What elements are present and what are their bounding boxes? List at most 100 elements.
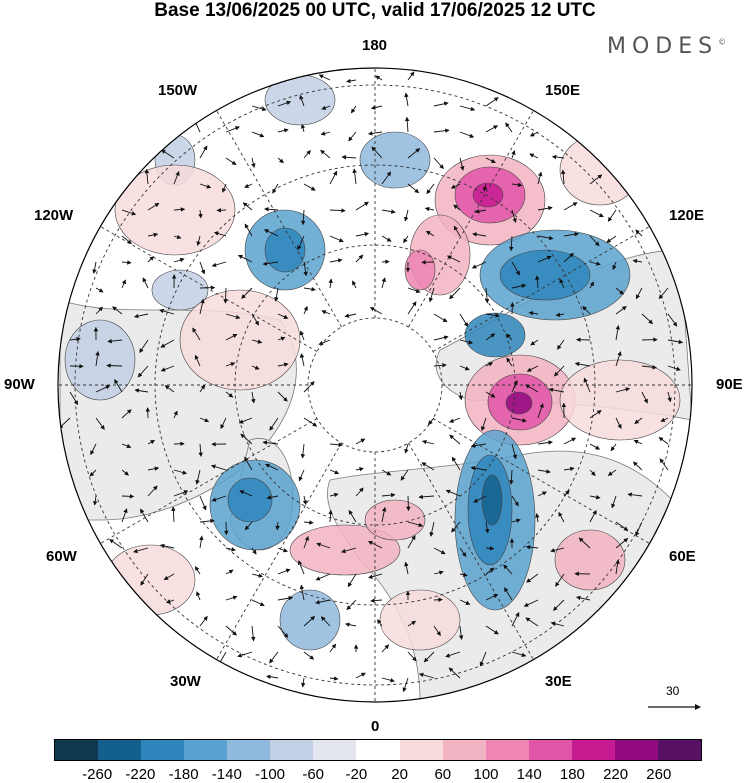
colorbar-tick-label: -100 [254, 766, 286, 783]
wind-arrow [137, 365, 149, 378]
wind-arrow [511, 283, 527, 289]
wind-arrow [407, 521, 424, 528]
wind-arrow [160, 339, 175, 348]
wind-arrow [563, 202, 578, 211]
wind-arrow [348, 131, 357, 142]
wind-arrow [318, 74, 331, 81]
wind-arrow [458, 391, 463, 401]
wind-arrow [537, 491, 547, 497]
wind-arrow [433, 128, 450, 133]
wind-arrow [632, 461, 643, 471]
wind-arrow [472, 232, 487, 237]
wind-arrow [277, 568, 291, 575]
wind-arrow [251, 157, 256, 169]
wind-arrow [589, 209, 604, 218]
wind-arrow [404, 92, 409, 107]
wind-arrow [242, 202, 253, 211]
wind-arrow [589, 281, 595, 289]
wind-arrow [238, 417, 253, 424]
wind-arrow [426, 183, 435, 195]
wind-arrow [407, 301, 417, 315]
wind-arrow [428, 417, 435, 425]
wind-arrow [433, 625, 441, 637]
wind-arrow [615, 306, 627, 315]
wind-arrow [485, 391, 496, 398]
wind-arrow [635, 287, 643, 300]
wind-arrow [315, 599, 331, 605]
wind-arrow [589, 469, 596, 476]
map-boundary [57, 67, 693, 703]
wind-arrow [121, 409, 132, 419]
wind-arrow [241, 287, 253, 299]
wind-arrow [589, 174, 603, 185]
wind-arrow [529, 131, 539, 137]
wind-arrow [140, 508, 149, 523]
wind-arrow [484, 287, 490, 304]
colorbar-swatch [313, 740, 357, 760]
wind-arrow [407, 535, 416, 549]
wind-arrow [575, 595, 591, 601]
wind-arrow [404, 209, 409, 222]
wind-arrow [459, 547, 467, 558]
wind-arrow [404, 443, 409, 454]
wind-arrow [303, 535, 309, 549]
wind-arrow [400, 469, 409, 481]
wind-arrow [147, 485, 158, 497]
wind-arrow [367, 131, 383, 136]
wind-arrow [370, 598, 383, 603]
wind-arrow [459, 105, 476, 112]
wind-arrow [198, 443, 203, 458]
wind-arrow [196, 591, 201, 601]
colorbar-swatch [485, 740, 529, 760]
wind-arrow [511, 495, 519, 507]
wind-arrow [147, 466, 160, 471]
wind-arrow [173, 469, 188, 475]
wind-arrow [134, 388, 149, 393]
colorbar-swatch [528, 740, 572, 760]
wind-arrow [459, 313, 469, 328]
wind-arrow [199, 535, 204, 549]
wind-arrow [277, 100, 292, 107]
wind-arrow [225, 362, 236, 367]
wind-arrow [147, 232, 159, 238]
wind-arrow [511, 651, 527, 658]
wind-arrow [525, 617, 539, 627]
anomaly-contour [227, 477, 273, 523]
wind-arrow [121, 469, 129, 476]
wind-arrow [560, 169, 566, 185]
wind-arrow [403, 235, 409, 244]
colorbar-tick-label: 100 [473, 766, 499, 783]
lon-label-90w: 90W [4, 376, 35, 393]
wind-arrow [299, 584, 305, 601]
wind-arrow [225, 625, 237, 636]
wind-arrow [523, 599, 539, 607]
wind-arrow [199, 298, 205, 315]
wind-arrow [406, 495, 411, 512]
anomaly-contour [505, 391, 533, 415]
wind-arrow [225, 126, 240, 133]
wind-arrow [528, 310, 539, 316]
wind-arrow [133, 547, 149, 554]
wind-arrow [485, 362, 494, 367]
wind-arrow [375, 75, 383, 81]
wind-arrow [407, 71, 415, 81]
colorbar-swatch [614, 740, 658, 760]
wind-arrow [574, 361, 591, 367]
wind-arrow [485, 333, 496, 341]
wind-arrow [147, 440, 156, 445]
wind-arrow [328, 278, 333, 289]
wind-arrow [159, 308, 175, 315]
wind-arrow [589, 494, 601, 500]
wind-arrow [298, 560, 305, 575]
wind-arrow [550, 621, 565, 627]
wind-arrow [211, 261, 227, 268]
wind-arrow [433, 335, 449, 341]
wind-arrow [459, 131, 475, 138]
wind-arrow [480, 417, 487, 432]
wind-arrow [511, 612, 520, 627]
wind-arrow [582, 305, 591, 315]
lon-label-60e: 60E [669, 548, 696, 565]
wind-arrow [244, 521, 253, 531]
wind-arrow [95, 417, 105, 430]
